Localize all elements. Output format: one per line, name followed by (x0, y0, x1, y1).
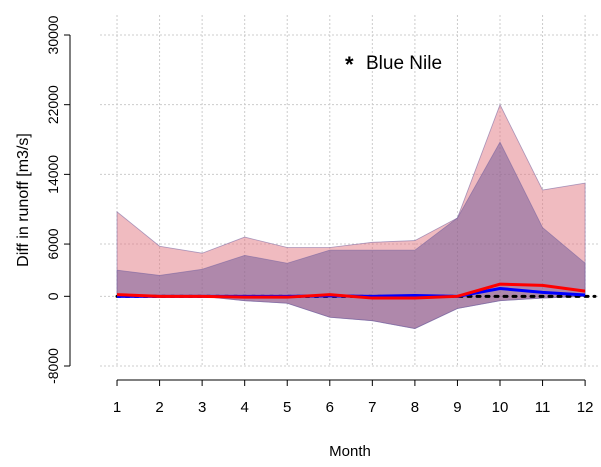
line (116, 282, 586, 300)
y-tick-label: 0 (45, 292, 61, 300)
y-tick-label: 14000 (45, 155, 61, 194)
x-tick-label: 12 (577, 399, 594, 416)
x-tick-label: 11 (535, 399, 551, 416)
x-tick-label: 9 (453, 399, 461, 416)
x-tick-label: 4 (241, 399, 249, 416)
x-tick-label: 5 (283, 399, 291, 416)
x-tick-label: 8 (411, 399, 419, 416)
x-tick-label: 7 (368, 399, 376, 416)
y-axis-label: Diff in runoff [m3/s] (15, 133, 32, 267)
y-tick-label: 22000 (45, 85, 61, 124)
x-axis-label: Month (329, 443, 371, 460)
x-tick-label: 1 (113, 399, 121, 416)
x-tick-label: 10 (492, 399, 509, 416)
y-tick-label: 6000 (45, 228, 61, 259)
y-tick-label: -8000 (45, 348, 61, 384)
annotation-marker: * (345, 52, 354, 77)
x-tick-label: 2 (155, 399, 163, 416)
x-tick-label: 3 (198, 399, 206, 416)
y-tick-label: 30000 (45, 15, 61, 54)
annotation-text: Blue Nile (366, 53, 442, 74)
x-tick-label: 6 (326, 399, 334, 416)
